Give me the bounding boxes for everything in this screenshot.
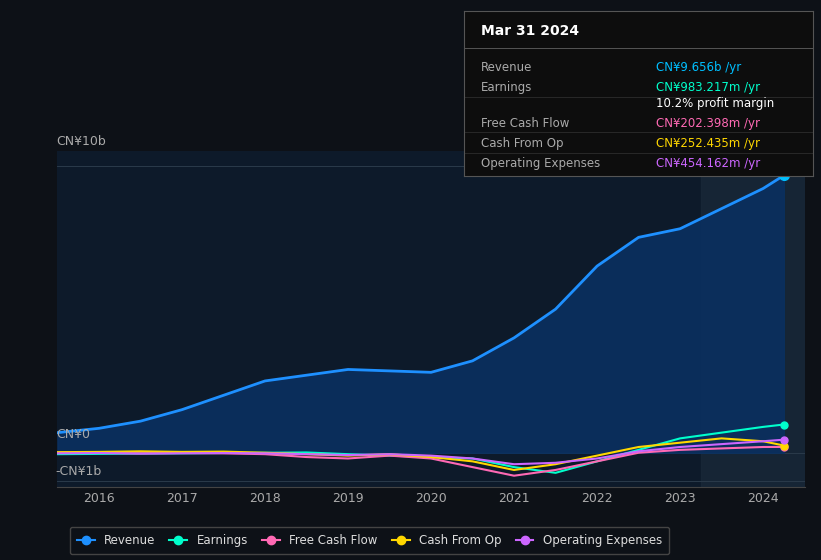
Legend: Revenue, Earnings, Free Cash Flow, Cash From Op, Operating Expenses: Revenue, Earnings, Free Cash Flow, Cash … bbox=[70, 527, 669, 554]
Text: Mar 31 2024: Mar 31 2024 bbox=[481, 25, 580, 39]
Text: Cash From Op: Cash From Op bbox=[481, 137, 564, 150]
Text: CN¥454.162m /yr: CN¥454.162m /yr bbox=[656, 157, 760, 170]
Text: -CN¥1b: -CN¥1b bbox=[56, 465, 102, 478]
Text: CN¥0: CN¥0 bbox=[56, 427, 89, 441]
Text: Free Cash Flow: Free Cash Flow bbox=[481, 117, 570, 130]
Text: 10.2% profit margin: 10.2% profit margin bbox=[656, 97, 774, 110]
Text: CN¥202.398m /yr: CN¥202.398m /yr bbox=[656, 117, 759, 130]
Text: CN¥252.435m /yr: CN¥252.435m /yr bbox=[656, 137, 759, 150]
Text: CN¥983.217m /yr: CN¥983.217m /yr bbox=[656, 81, 760, 94]
Text: CN¥10b: CN¥10b bbox=[56, 134, 106, 148]
Text: CN¥9.656b /yr: CN¥9.656b /yr bbox=[656, 61, 741, 74]
Text: Revenue: Revenue bbox=[481, 61, 533, 74]
Text: Earnings: Earnings bbox=[481, 81, 533, 94]
Bar bbox=[701, 151, 805, 487]
Text: Operating Expenses: Operating Expenses bbox=[481, 157, 600, 170]
